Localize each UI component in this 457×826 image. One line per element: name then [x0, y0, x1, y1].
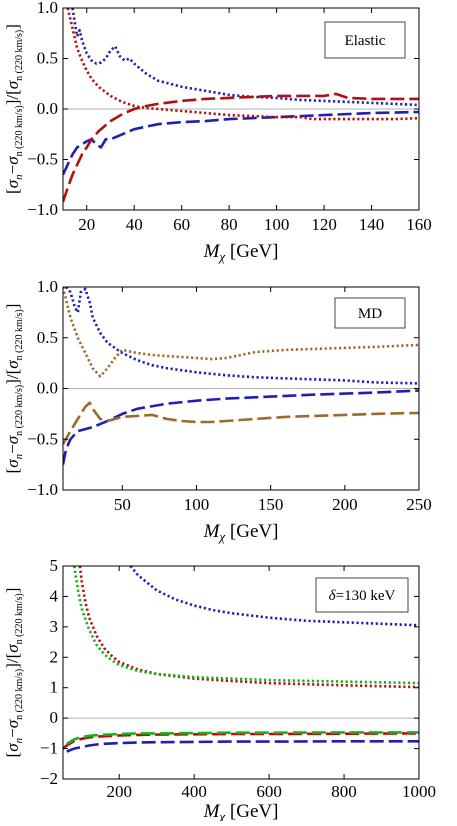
x-tick-label: 60 [173, 215, 190, 234]
y-axis-label: [σn−σn (220 km/s)]/[σn (220 km/s)] [3, 304, 25, 474]
legend-box [324, 21, 406, 59]
y-tick-label: 2 [50, 647, 59, 666]
series-line-1 [71, 8, 419, 107]
plot-frame [62, 565, 420, 780]
series-line-4 [63, 92, 419, 203]
x-tick-label: 140 [359, 215, 385, 234]
y-axis-label: [σn−σn (220 km/s)]/[σn (220 km/s)] [3, 24, 25, 194]
y-tick-label: −1 [40, 739, 58, 758]
series-line-3 [66, 8, 419, 121]
chart-panel-3: 200 400 600 800 1000 −2 −1 0 1 2 3 4 5 δ=130 keV Mχ [G… [3, 556, 436, 824]
y-tick-label: −2 [40, 769, 58, 788]
chart-panel-2: 50 100 150 200 250 −1.0 −0.5 0.0 0.5 1.0 MD Mχ [GeV… [3, 277, 432, 544]
y-tick-label: −0.5 [27, 429, 58, 448]
legend-label: δ=130 keV [329, 588, 396, 604]
y-tick-label: 0 [50, 708, 59, 727]
y-tick-label: −0.5 [27, 150, 58, 169]
x-tick-label: 1000 [402, 782, 436, 801]
series-line-4 [63, 401, 419, 445]
x-axis-label: Mχ [GeV] [203, 801, 279, 821]
legend-label: Elastic [345, 33, 386, 49]
x-axis-label: Mχ [GeV] [203, 521, 279, 544]
y-tick-label: 3 [50, 617, 59, 636]
series-line-1 [65, 287, 419, 385]
x-tick-label: 150 [258, 495, 284, 514]
y-tick-label: 1.0 [37, 277, 58, 296]
legend-label: MD [358, 306, 382, 322]
series-line-2 [63, 110, 419, 176]
x-tick-label: 400 [181, 782, 207, 801]
x-tick-label: 250 [406, 495, 432, 514]
chart-panel-1: 20 40 60 80 100 120 140 160 −1.0 −0.5 0.0 0.5 1.0 Ela… [3, 0, 432, 264]
y-tick-label: 0.5 [37, 328, 58, 347]
y-axis-label-text: [σn−σn (220 km/s)]/[σn (220 km/s)] [3, 588, 25, 758]
legend-box [315, 577, 409, 613]
x-tick-label: 800 [331, 782, 357, 801]
y-tick-label: 0.0 [37, 379, 58, 398]
x-tick-label: 80 [221, 215, 238, 234]
x-tick-label: 600 [256, 782, 282, 801]
x-tick-label: 50 [114, 495, 131, 514]
series-line-3 [78, 566, 419, 689]
x-tick-label: 120 [311, 215, 337, 234]
y-tick-label: −1.0 [27, 200, 58, 219]
series-line-2 [66, 739, 419, 753]
x-axis-label: Mχ [GeV] [203, 241, 279, 264]
y-tick-label: 0.5 [37, 49, 58, 68]
x-tick-label: 40 [126, 215, 143, 234]
x-tick-label: 100 [184, 495, 210, 514]
legend-box [334, 297, 406, 329]
y-tick-label: 5 [50, 556, 59, 575]
y-axis-label-text: [σn−σn (220 km/s)]/[σn (220 km/s)] [3, 304, 25, 474]
y-tick-label: 1.0 [37, 0, 58, 17]
y-tick-label: 1 [50, 678, 59, 697]
series-line-1 [129, 566, 419, 627]
x-tick-label: 200 [106, 782, 132, 801]
y-tick-label: 0.0 [37, 99, 58, 118]
x-tick-label: 100 [264, 215, 290, 234]
y-tick-label: −1.0 [27, 480, 58, 499]
series-line-2 [63, 389, 419, 465]
x-tick-label: 20 [78, 215, 95, 234]
y-tick-label: 4 [50, 586, 59, 605]
y-axis-label-text: [σn−σn (220 km/s)]/[σn (220 km/s)] [3, 24, 25, 194]
y-axis-label: [σn−σn (220 km/s)]/[σn (220 km/s)] [3, 588, 25, 758]
x-tick-label: 200 [332, 495, 358, 514]
x-tick-label: 160 [406, 215, 432, 234]
